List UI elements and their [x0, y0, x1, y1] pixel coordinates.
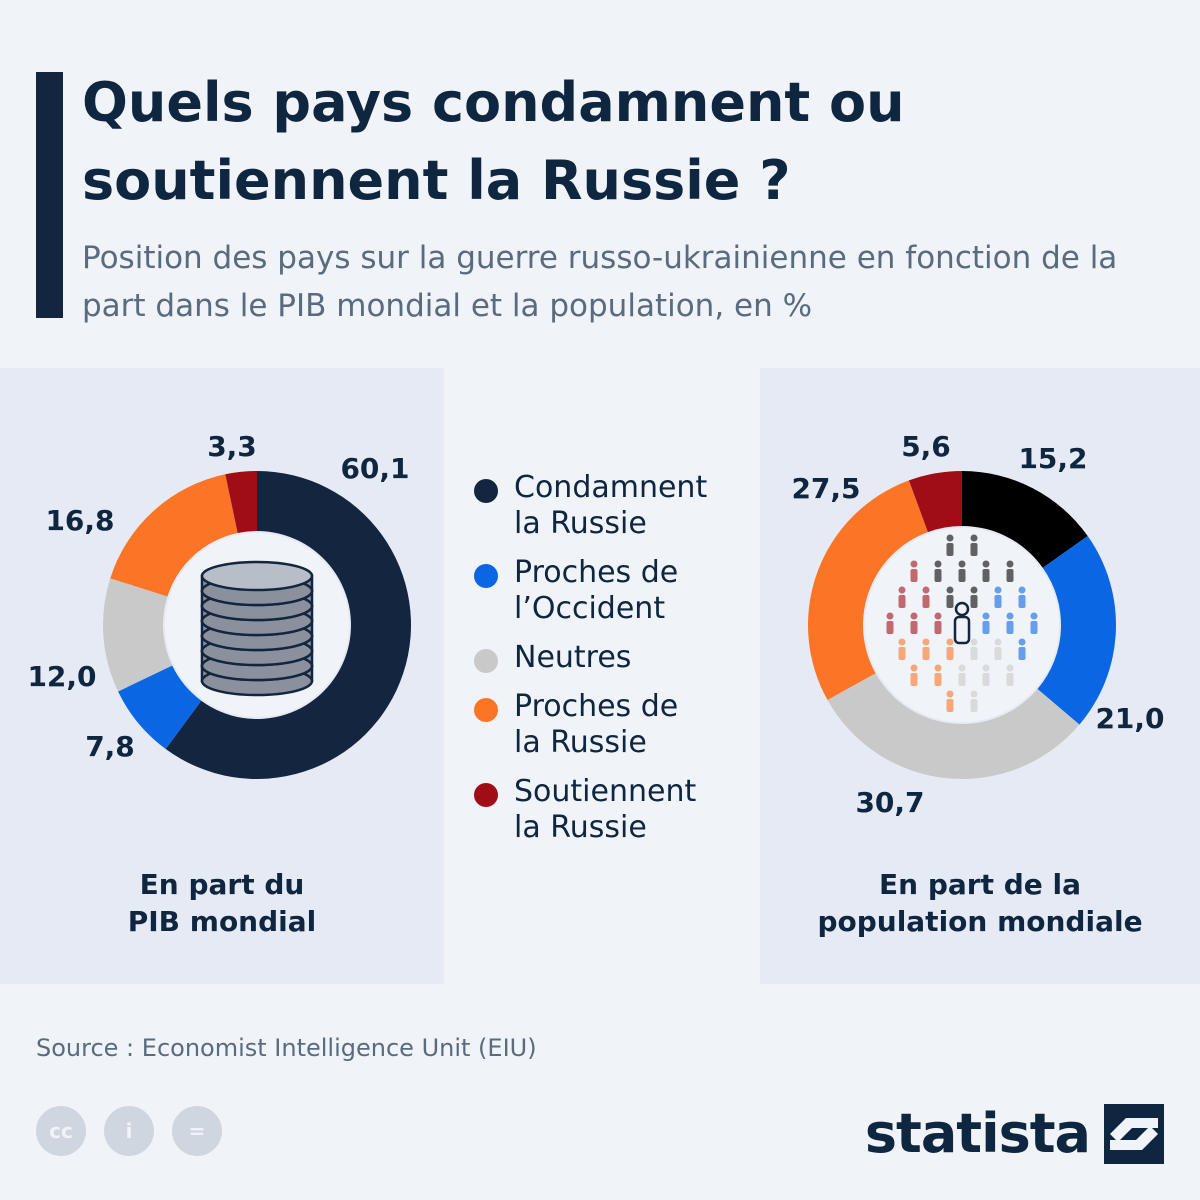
- brand-name: statista: [864, 1102, 1091, 1165]
- population-chart-title-line-1: En part de la: [879, 868, 1081, 901]
- legend-label: la Russie: [514, 725, 647, 760]
- data-label: 15,2: [1018, 442, 1087, 475]
- data-label: 60,1: [340, 452, 409, 485]
- no-derivatives-icon[interactable]: =: [172, 1106, 222, 1156]
- population-donut: 15,2 21,0 30,7 27,5 5,6: [791, 430, 1164, 819]
- donut-slice: [1037, 536, 1116, 725]
- data-label: 7,8: [85, 730, 135, 763]
- legend-swatch: [474, 649, 498, 673]
- legend-swatch: [474, 698, 498, 722]
- donut-hole: [865, 528, 1059, 722]
- gdp-donut: 60,1 7,8 12,0 16,8 3,3: [27, 430, 412, 779]
- source-note: Source : Economist Intelligence Unit (EI…: [36, 1034, 537, 1062]
- page-subtitle: Position des pays sur la guerre russo-uk…: [82, 240, 1118, 324]
- gdp-chart-title: En part du PIB mondial: [0, 866, 444, 940]
- legend-swatch: [474, 564, 498, 588]
- donut-slice: [110, 474, 238, 597]
- attribution-icon[interactable]: i: [104, 1106, 154, 1156]
- legend-item: Proches de la Russie: [474, 689, 754, 761]
- coin-stack-icon: [200, 560, 314, 697]
- legend-label: la Russie: [514, 506, 647, 541]
- donut-slice: [908, 471, 962, 533]
- person-icon: [954, 601, 970, 617]
- donut-slice: [118, 665, 202, 750]
- people-crowd-icon: [886, 534, 1038, 712]
- gdp-chart-title-line-1: En part du: [139, 868, 305, 901]
- legend-label: Condamnent: [514, 470, 708, 505]
- page-title: Quels pays condamnent ou soutiennent la …: [82, 71, 905, 212]
- data-label: 5,6: [901, 430, 951, 463]
- legend-label: Proches de: [514, 555, 679, 590]
- legend: Condamnent la Russie Proches de l’Occident N…: [474, 470, 754, 859]
- license-icons: cc i =: [36, 1106, 222, 1156]
- donut-slice: [827, 673, 1080, 779]
- legend-item: Proches de l’Occident: [474, 555, 754, 627]
- legend-item: Soutiennent la Russie: [474, 774, 754, 846]
- legend-label: l’Occident: [514, 591, 666, 626]
- data-label: 12,0: [27, 660, 96, 693]
- legend-label: Soutiennent: [514, 774, 697, 809]
- donut-slice: [225, 471, 257, 534]
- legend-swatch: [474, 783, 498, 807]
- gdp-chart-title-line-2: PIB mondial: [127, 905, 317, 938]
- legend-item: Condamnent la Russie: [474, 470, 754, 542]
- cc-icon[interactable]: cc: [36, 1106, 86, 1156]
- statista-logo-icon: [1104, 1103, 1164, 1164]
- donut-slice: [165, 471, 412, 779]
- legend-label: Proches de: [514, 689, 679, 724]
- donut-slice: [103, 578, 173, 692]
- data-label: 3,3: [207, 430, 257, 463]
- donut-slice: [808, 480, 928, 701]
- title-accent-bar: [36, 72, 63, 318]
- legend-item: Neutres: [474, 640, 754, 676]
- statista-brand[interactable]: statista: [865, 1102, 1164, 1165]
- legend-label: la Russie: [514, 810, 647, 845]
- data-label: 30,7: [855, 786, 924, 819]
- legend-label: Neutres: [514, 640, 632, 675]
- population-chart-title: En part de la population mondiale: [760, 866, 1200, 940]
- legend-swatch: [474, 479, 498, 503]
- donut-charts: 60,1 7,8 12,0 16,8 3,3 15,2 21,0 30,7 27,5 5,6: [27, 430, 1164, 819]
- donut-slice: [962, 471, 1088, 568]
- data-label: 27,5: [791, 472, 860, 505]
- data-label: 21,0: [1095, 702, 1164, 735]
- population-chart-title-line-2: population mondiale: [817, 905, 1143, 938]
- data-label: 16,8: [45, 504, 114, 537]
